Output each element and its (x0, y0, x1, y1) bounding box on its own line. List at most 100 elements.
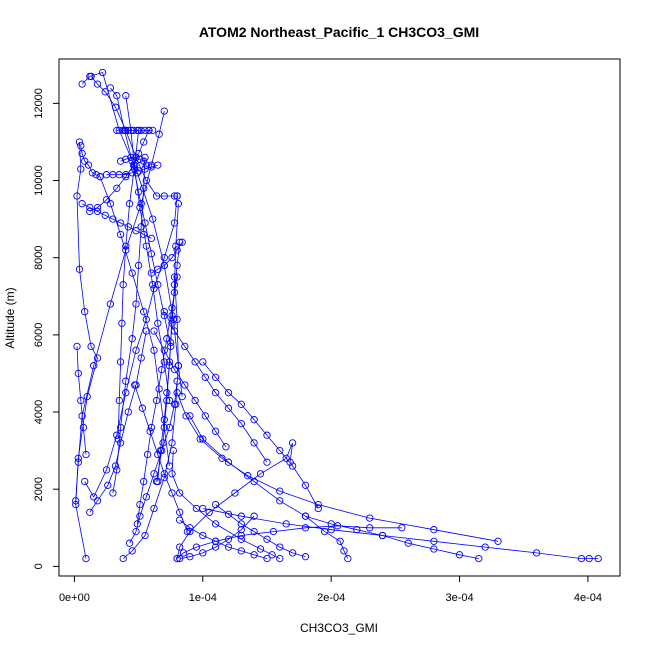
data-point (102, 196, 111, 204)
data-point (276, 554, 284, 563)
series-line (136, 276, 178, 524)
data-point (237, 520, 245, 528)
data-point (211, 537, 220, 545)
data-point (116, 230, 125, 239)
data-point (170, 400, 179, 408)
data-point (224, 458, 233, 466)
data-point (122, 389, 130, 397)
x-tick-label: 2e-04 (317, 592, 345, 604)
data-point (182, 412, 190, 420)
data-point (173, 246, 181, 254)
data-point (122, 92, 130, 100)
data-point (134, 188, 143, 196)
y-axis-label: Altitude (m) (3, 287, 17, 348)
series-line (122, 276, 179, 559)
series-25 (116, 153, 150, 169)
data-point (404, 539, 412, 547)
data-point (77, 165, 85, 173)
data-point (137, 223, 145, 231)
series-line (75, 111, 165, 501)
y-tick-label: 8000 (33, 245, 45, 269)
data-point (160, 416, 168, 424)
series-line (106, 164, 158, 176)
data-point (138, 404, 147, 412)
data-point (137, 200, 145, 208)
data-point (211, 500, 220, 509)
data-point (256, 545, 265, 553)
data-point (140, 157, 148, 165)
series-24 (113, 126, 157, 135)
data-point (276, 497, 284, 505)
data-point (154, 319, 162, 327)
data-point (124, 126, 132, 135)
data-point (160, 192, 168, 200)
data-point (160, 346, 168, 354)
data-point (276, 543, 284, 551)
data-point (170, 288, 179, 297)
data-point (179, 549, 188, 557)
data-point (158, 365, 166, 374)
data-point (173, 261, 181, 270)
series-line (81, 71, 183, 397)
series-28 (160, 308, 271, 466)
data-point (109, 215, 117, 223)
data-point (111, 103, 120, 111)
series-line (202, 508, 599, 559)
series-14 (133, 273, 181, 528)
series-31 (176, 512, 258, 563)
series-line (120, 156, 147, 166)
series-line (89, 330, 147, 513)
series-23 (102, 161, 162, 179)
series-line (163, 311, 268, 463)
data-point (201, 412, 209, 420)
data-point (173, 377, 181, 385)
series-35 (77, 142, 104, 181)
data-point (366, 514, 374, 522)
data-point (90, 362, 98, 370)
data-point (168, 489, 176, 497)
data-point (191, 358, 199, 366)
data-point (98, 68, 107, 77)
series-line (176, 392, 499, 542)
data-point (321, 527, 329, 536)
data-point (168, 254, 176, 262)
series-line (171, 450, 280, 559)
data-point (101, 88, 109, 96)
data-point (132, 153, 140, 162)
data-point (170, 327, 179, 335)
series-line (215, 504, 306, 558)
data-point (93, 497, 102, 505)
data-point (344, 554, 352, 563)
data-point (481, 543, 489, 551)
data-point (176, 508, 184, 516)
data-point (73, 192, 81, 200)
data-point (102, 466, 111, 474)
series-30 (131, 381, 192, 536)
data-point (237, 419, 245, 428)
series-32 (176, 516, 271, 563)
data-point (174, 362, 183, 370)
data-point (231, 489, 239, 497)
data-point (168, 470, 176, 478)
data-point (196, 435, 204, 443)
data-point (170, 219, 179, 227)
data-point (128, 169, 136, 177)
data-point (327, 526, 335, 534)
series-6 (173, 522, 406, 563)
data-point (532, 549, 541, 557)
data-point (178, 238, 186, 246)
data-point (119, 126, 127, 135)
data-point (237, 526, 245, 534)
chart-title: ATOM2 Northeast_Pacific_1 CH3CO3_GMI (199, 24, 479, 40)
data-point (122, 171, 130, 179)
data-point (152, 192, 161, 200)
y-tick-label: 2000 (33, 477, 45, 501)
data-point (72, 500, 80, 509)
series-line (112, 157, 146, 494)
data-point (136, 500, 144, 509)
series-19 (122, 92, 174, 405)
series-line (76, 346, 87, 455)
data-point (73, 342, 81, 351)
data-point (199, 435, 207, 443)
data-point (155, 385, 163, 393)
